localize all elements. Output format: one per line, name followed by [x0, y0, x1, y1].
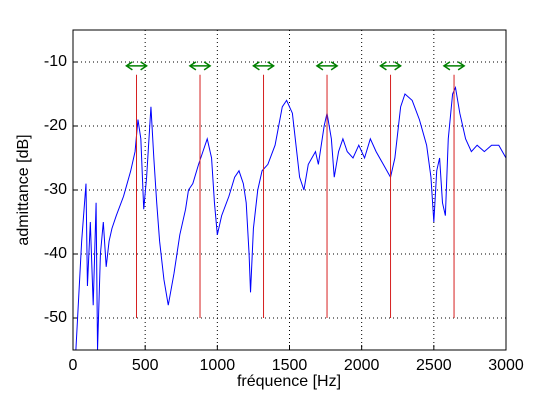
arrow-head	[457, 61, 466, 71]
axes-box	[72, 29, 507, 351]
arrow-head	[315, 61, 324, 71]
arrow-head	[442, 61, 451, 71]
x-tick-label: 0	[69, 357, 78, 374]
arrow-head	[188, 61, 197, 71]
x-tick-label: 2500	[416, 357, 452, 374]
x-tick-label: 3000	[488, 357, 524, 374]
y-axis-label: admittance [dB]	[15, 134, 32, 245]
x-tick-label: 1500	[272, 357, 308, 374]
x-tick-label: 1000	[200, 357, 236, 374]
arrow-head	[252, 61, 260, 71]
y-tick-label: -10	[44, 53, 67, 70]
x-tick-label: 500	[132, 357, 159, 374]
y-tick-label: -30	[44, 181, 67, 198]
arrow-head	[394, 61, 402, 71]
arrow-head	[125, 61, 133, 71]
arrow-head	[379, 61, 387, 71]
x-tick-label: 2000	[344, 357, 380, 374]
arrow-head	[267, 61, 275, 71]
y-tick-label: -50	[44, 309, 67, 326]
y-tick-label: -20	[44, 117, 67, 134]
y-tick-label: -40	[44, 245, 67, 262]
x-axis-label: fréquence [Hz]	[237, 373, 341, 390]
arrow-head	[330, 61, 339, 71]
arrow-head	[140, 61, 148, 71]
data-line	[75, 85, 507, 351]
arrow-head	[203, 61, 212, 71]
